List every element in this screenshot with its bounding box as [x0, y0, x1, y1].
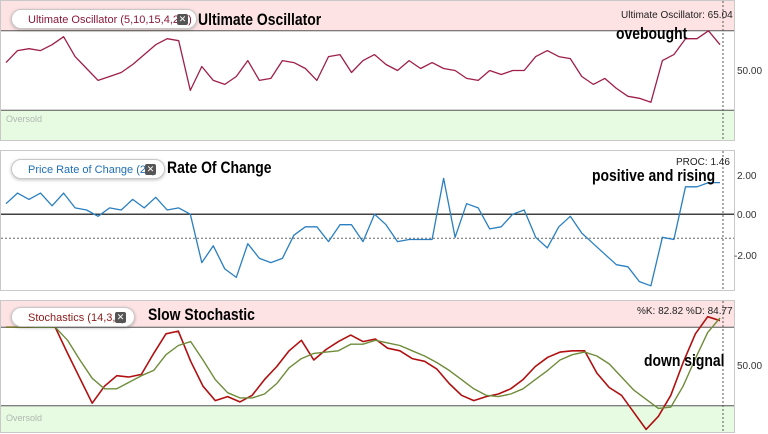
- rate-of-change-pill[interactable]: Price Rate of Change (21) ✕: [11, 159, 165, 179]
- ultimate-oscillator-readout: Ultimate Oscillator: 65.04: [621, 10, 733, 21]
- roc-tick-2: 2.00: [737, 171, 757, 182]
- positive-rising-callout: positive and rising: [592, 166, 716, 185]
- stochastics-pill-label: Stochastics (14,3,3): [28, 312, 126, 324]
- close-icon[interactable]: ✕: [177, 14, 188, 25]
- roc-tick-0: 0.00: [737, 210, 757, 221]
- ultimate-oscillator-pill[interactable]: Ultimate Oscillator (5,10,15,4,2,1) ✕: [11, 9, 197, 29]
- stochastics-annotation: Slow Stochastic: [148, 305, 255, 324]
- oversold-zone: [1, 110, 734, 140]
- stochastics-pill[interactable]: Stochastics (14,3,3) ✕: [11, 307, 135, 327]
- rate-of-change-panel: Price Rate of Change (21) ✕ Rate Of Chan…: [0, 150, 768, 292]
- roc-tick-neg2: -2.00: [734, 251, 757, 262]
- series-line-k: [6, 315, 721, 431]
- ultimate-oscillator-pill-label: Ultimate Oscillator (5,10,15,4,2,1): [28, 14, 192, 26]
- overbought-callout: ovebought: [616, 24, 688, 43]
- rate-of-change-pill-label: Price Rate of Change (21): [28, 164, 156, 176]
- stochastics-panel: Stochastics (14,3,3) ✕ Slow Stochastic %…: [0, 300, 768, 434]
- stochastics-readout: %K: 82.82 %D: 84.77: [637, 306, 733, 317]
- close-icon[interactable]: ✕: [145, 164, 156, 175]
- series-line-d: [6, 317, 721, 410]
- rate-of-change-annotation: Rate Of Change: [167, 158, 272, 177]
- rate-of-change-readout: PROC: 1.46: [676, 157, 730, 168]
- sto-oversold-label: Oversold: [6, 413, 43, 423]
- oversold-zone: [1, 405, 734, 432]
- ultimate-oscillator-annotation: Ultimate Oscillator: [198, 10, 322, 29]
- sto-tick-50: 50.00: [737, 361, 763, 372]
- series-line-0: [5, 30, 721, 103]
- uo-tick-50: 50.00: [737, 66, 763, 77]
- down-signal-callout: down signal: [644, 351, 725, 370]
- stochastics-chart: [0, 300, 735, 433]
- uo-oversold-label: Oversold: [6, 114, 43, 124]
- ultimate-oscillator-panel: Ultimate Oscillator (5,10,15,4,2,1) ✕ Ul…: [0, 0, 768, 142]
- series-line-0: [5, 177, 720, 287]
- close-icon[interactable]: ✕: [115, 312, 126, 323]
